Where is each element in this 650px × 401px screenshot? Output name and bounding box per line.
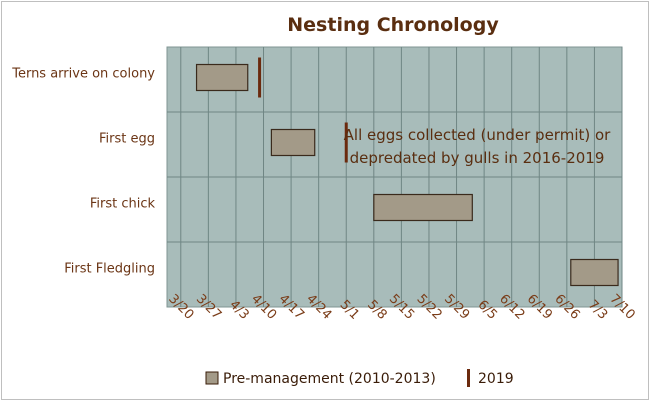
legend-swatch-pre-management bbox=[205, 371, 219, 385]
bar-first-chick bbox=[373, 193, 473, 222]
legend-label-2019: 2019 bbox=[478, 371, 514, 387]
legend-label-pre-management: Pre-management (2010-2013) bbox=[223, 371, 436, 387]
bar-terns-arrive-on-colony bbox=[195, 63, 249, 92]
pre-management-bars bbox=[195, 63, 619, 287]
bar-first-egg bbox=[270, 128, 316, 157]
annotation-line-1: All eggs collected (under permit) or bbox=[344, 126, 612, 144]
bar-first-fledgling bbox=[570, 258, 619, 287]
category-labels: Terns arrive on colony First egg First c… bbox=[11, 67, 155, 277]
2019-markers bbox=[258, 57, 348, 163]
category-label-terns-arrive: Terns arrive on colony bbox=[11, 67, 155, 82]
category-label-first-fledgling: First Fledgling bbox=[64, 262, 155, 277]
annotation-line-2: depredated by gulls in 2016-2019 bbox=[350, 149, 605, 167]
annotation: All eggs collected (under permit) or dep… bbox=[344, 126, 612, 167]
category-label-first-egg: First egg bbox=[99, 132, 155, 147]
category-label-first-chick: First chick bbox=[90, 197, 156, 212]
chart-title: Nesting Chronology bbox=[287, 14, 499, 36]
horizontal-gridlines bbox=[167, 111, 622, 243]
legend-swatch-2019 bbox=[467, 369, 470, 387]
legend: Pre-management (2010-2013) 2019 bbox=[205, 369, 514, 387]
